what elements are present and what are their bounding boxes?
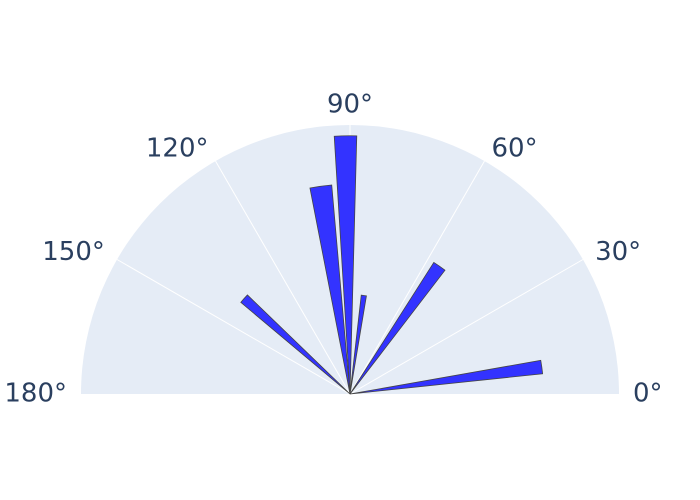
angular-gridline-60 bbox=[349, 160, 485, 395]
polar-plot-area: 0° 30° 60° 90° 120° 150° 180° bbox=[4, 90, 662, 409]
bar-0-3 bbox=[309, 184, 351, 395]
angular-tick-label-180: 180° bbox=[4, 379, 67, 409]
angular-gridline-150 bbox=[116, 259, 351, 395]
angular-tick-label-30: 30° bbox=[595, 237, 641, 267]
bar-0-4 bbox=[333, 135, 358, 395]
bar-0-5 bbox=[240, 294, 351, 395]
angular-tick-label-0: 0° bbox=[633, 379, 663, 409]
angular-tick-label-120: 120° bbox=[146, 133, 209, 163]
bar-0-0 bbox=[349, 359, 544, 395]
angular-gridline-120 bbox=[215, 160, 351, 395]
angular-tick-label-60: 60° bbox=[492, 133, 538, 163]
bar-0-2 bbox=[349, 294, 367, 395]
angular-gridline-30 bbox=[349, 259, 584, 395]
bar-0-1 bbox=[349, 261, 446, 395]
angular-tick-label-150: 150° bbox=[42, 237, 105, 267]
angular-tick-label-90: 90° bbox=[327, 90, 373, 120]
